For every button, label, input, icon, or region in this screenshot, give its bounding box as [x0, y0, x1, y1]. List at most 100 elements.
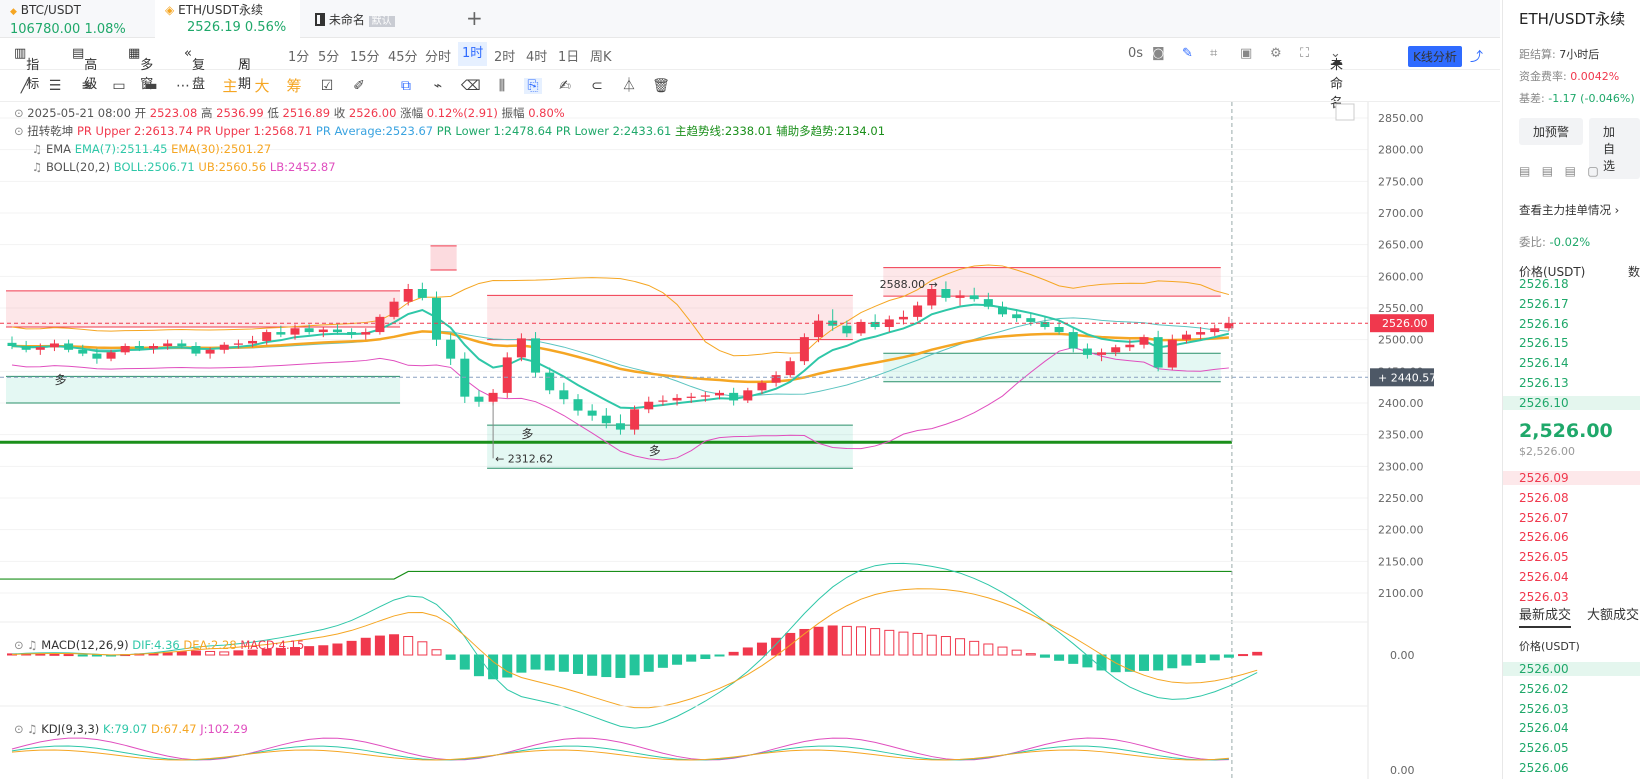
asks-price[interactable]: 2526.16	[1519, 316, 1569, 331]
tag-icon[interactable]: ⌁	[433, 78, 443, 94]
bids-price[interactable]: 2526.08	[1519, 490, 1569, 505]
macd-bar	[898, 631, 909, 656]
main-tool[interactable]: 主	[222, 77, 238, 95]
bell-icon[interactable]: ♫	[32, 142, 43, 156]
asks-price[interactable]: 2526.18	[1519, 277, 1569, 291]
chip-tool[interactable]: 筹	[286, 77, 302, 95]
hline-icon[interactable]: ☰	[48, 78, 62, 94]
orderbook-mode-icons[interactable]: ▤ ▤ ▤ ▢	[1519, 164, 1599, 178]
bids-price[interactable]: 2526.03	[1519, 589, 1569, 604]
trendline-icon[interactable]: ╱	[20, 78, 30, 94]
kdj-d: D:67.47	[150, 722, 197, 736]
interval-2h[interactable]: 2时	[494, 50, 516, 65]
asks-price[interactable]: 2526.15	[1519, 336, 1569, 351]
bell-icon[interactable]: ♫	[32, 160, 43, 174]
candle-body	[644, 401, 654, 410]
add-alert-button[interactable]: 加预警	[1519, 118, 1584, 145]
bids-price[interactable]: 2526.06	[1519, 530, 1569, 545]
pr-name: 扭转乾坤	[27, 124, 74, 138]
indicator-button[interactable]: ▥ 指标	[14, 46, 40, 92]
rectangle-icon[interactable]: ▭	[112, 78, 126, 94]
collapse-icon[interactable]: ⊙	[14, 106, 24, 120]
interval-15m[interactable]: 15分	[350, 50, 380, 65]
macd-bar	[544, 654, 555, 671]
multiwindow-button[interactable]: ▦ 多窗	[128, 46, 154, 92]
macd-bar	[728, 651, 739, 656]
interval-1d[interactable]: 1日	[558, 50, 580, 65]
camera-icon[interactable]: ◙	[1152, 46, 1165, 61]
chevron-down-icon: ⌄	[238, 54, 249, 69]
interval-5m[interactable]: 5分	[318, 50, 340, 65]
trades-price[interactable]: 2526.03	[1519, 701, 1569, 716]
open-label: 开	[134, 106, 147, 120]
candle-body	[1040, 321, 1050, 327]
asks-price[interactable]: 2526.14	[1519, 356, 1569, 371]
trades-price[interactable]: 2526.04	[1519, 721, 1569, 736]
magnet-icon[interactable]: ⊂	[591, 78, 603, 94]
tab-large-trades[interactable]: 大额成交	[1587, 608, 1640, 623]
cloud-layout-dropdown[interactable]: ☁ 未命名 ⌄	[1330, 46, 1343, 111]
settings-icon[interactable]: ⚙	[1270, 46, 1282, 61]
fullscreen-icon[interactable]: ⛶	[1300, 46, 1310, 61]
bids-price[interactable]: 2526.07	[1519, 510, 1569, 525]
tab-eth[interactable]: ◈ ETH/USDT永续 2526.19 0.56%	[155, 0, 300, 38]
interval-1m[interactable]: 1分	[288, 50, 310, 65]
replay-button[interactable]: « 复盘	[184, 46, 205, 92]
kline-analysis-button[interactable]: K线分析	[1408, 46, 1462, 67]
checklist-icon[interactable]: ☑	[320, 78, 334, 94]
advanced-button[interactable]: ▤ 高级	[72, 46, 98, 92]
bids-price[interactable]: 2526.09	[1503, 471, 1640, 485]
collapse-icon[interactable]: ⊙	[14, 124, 24, 138]
interval-45m[interactable]: 45分	[388, 50, 418, 65]
trades-price[interactable]: 2526.02	[1519, 681, 1569, 696]
tab-change: 1.08%	[84, 22, 126, 37]
macd-legend: ⊙ ♫ MACD(12,26,9) DIF:4.36 DEA:2.28 MACD…	[14, 638, 304, 652]
candle-body	[403, 289, 413, 302]
crop-icon[interactable]: ⌗	[1210, 46, 1218, 61]
share-icon[interactable]: ⤴	[1470, 50, 1484, 65]
trades-price[interactable]: 2526.00	[1503, 662, 1640, 676]
basis-row: 基差: -1.17 (-0.046%)	[1519, 90, 1635, 106]
trades-price[interactable]: 2526.05	[1519, 741, 1569, 756]
candle-icon[interactable]: ⫼	[498, 78, 506, 94]
asks-price[interactable]: 2526.13	[1519, 376, 1569, 390]
add-tab-icon[interactable]: +	[466, 6, 483, 30]
asks-price[interactable]: 2526.10	[1503, 395, 1640, 410]
macd-bar	[219, 651, 230, 656]
bell-icon[interactable]: ♫	[27, 638, 38, 652]
collapse-icon[interactable]: ⊙	[14, 638, 24, 652]
long-signal: 多	[54, 373, 66, 387]
view-orders-link[interactable]: 查看主力挂单情况 ›	[1519, 202, 1619, 218]
collapse-icon[interactable]: ⊙	[14, 722, 24, 736]
interval-1w[interactable]: 周K	[590, 50, 612, 65]
clipboard-icon[interactable]: ⎘	[524, 78, 542, 94]
macd-bar	[445, 654, 456, 660]
bids-price[interactable]: 2526.05	[1519, 550, 1569, 565]
tab-btc[interactable]: ◆ BTC/USDT 106780.00 1.08%	[0, 0, 150, 38]
trash-icon[interactable]: 🗑	[652, 78, 670, 94]
edit-doc-icon[interactable]: ✍	[559, 78, 571, 94]
brush-icon[interactable]: ✐	[353, 78, 365, 94]
tab-layout[interactable]: 未命名 默认	[305, 0, 455, 38]
bell-icon[interactable]: ♫	[27, 722, 38, 736]
pencil-icon[interactable]: ✎	[1182, 46, 1193, 61]
interval-timeshare[interactable]: 分时	[425, 50, 452, 65]
asks-price[interactable]: 2526.17	[1519, 296, 1569, 311]
ruler-icon[interactable]: ▬	[144, 78, 158, 94]
more-icon[interactable]: ⋯	[176, 78, 190, 94]
channel-icon[interactable]: ≡	[81, 78, 93, 94]
copy-icon[interactable]: ⧉	[401, 78, 411, 94]
chart-toolbar: ▥ 指标 ▤ 高级 ▦ 多窗 « 复盘 周期 ⌄ 1分 5分 15分 45分 分…	[0, 38, 1500, 111]
kline-chart[interactable]: 2850.00 2800.00 2750.00 2700.00 2650.00 2600.…	[0, 102, 1500, 779]
tab-latest-trades[interactable]: 最新成交	[1519, 604, 1572, 628]
interval-4h[interactable]: 4时	[526, 50, 548, 65]
big-tool[interactable]: 大	[254, 77, 270, 95]
add-watchlist-button[interactable]: 加自选	[1589, 118, 1640, 179]
interval-1h[interactable]: 1时	[458, 42, 488, 66]
bids-price[interactable]: 2526.04	[1519, 570, 1569, 584]
support-zone	[487, 425, 853, 469]
trades-price[interactable]: 2526.06	[1519, 761, 1569, 775]
template-icon[interactable]: ▣	[1240, 46, 1253, 61]
eraser-icon[interactable]: ⌫	[461, 78, 481, 94]
filter-icon[interactable]: ⏃	[622, 78, 636, 94]
